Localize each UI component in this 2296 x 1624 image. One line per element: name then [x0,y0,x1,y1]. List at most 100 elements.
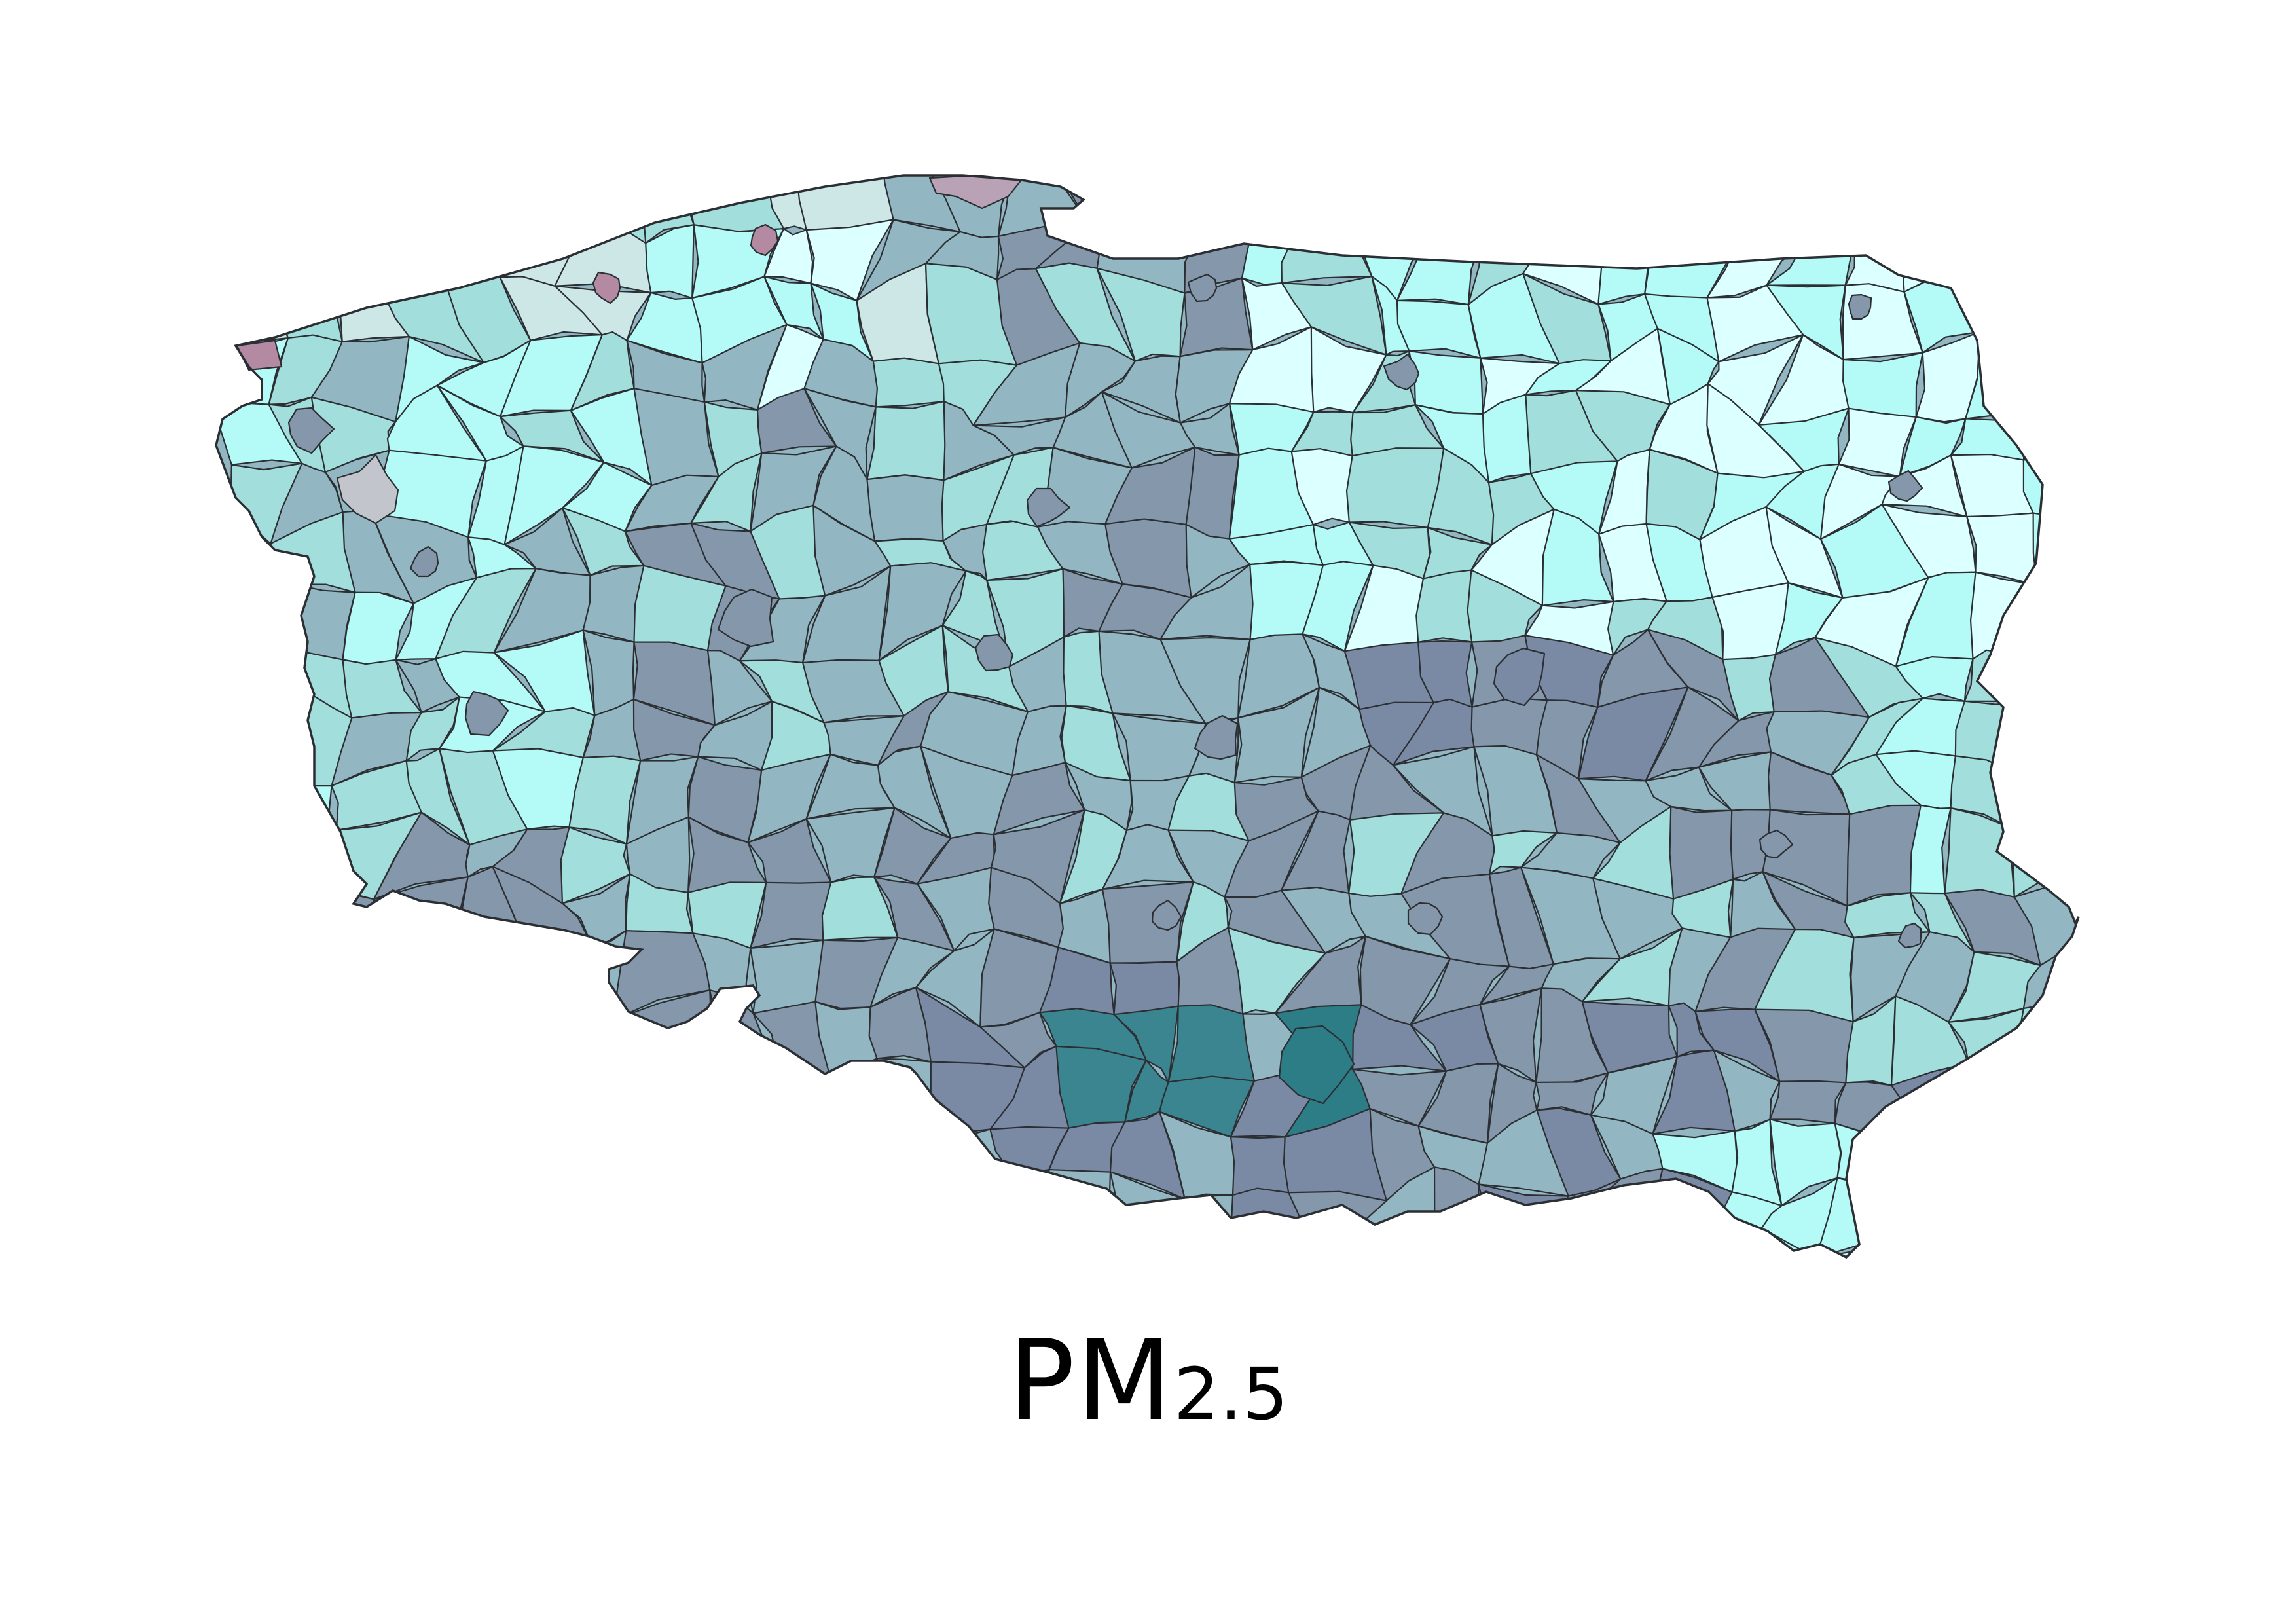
county-region [1396,299,1482,359]
county-region [806,1124,890,1208]
county-region [2074,644,2079,696]
county-region [1230,1136,1292,1198]
county-region [1536,1228,1630,1257]
county-region [216,175,299,224]
city-region [1887,470,1923,502]
county-region [382,224,449,293]
county-region [337,175,411,240]
county-region [2077,689,2079,771]
county-region [1906,1170,1980,1257]
county-region [2027,221,2079,285]
county-region [1700,1227,1782,1257]
city-region [464,690,509,737]
county-region [1830,175,1904,240]
county-region [678,175,785,232]
county-region [274,175,348,240]
county-region [216,1048,284,1148]
county-region [2013,752,2079,838]
county-region [875,1124,968,1208]
map-title: PM2.5 [0,1316,2296,1446]
county-region [1535,175,1610,238]
county-region [1109,961,1181,1016]
county-region [445,175,526,227]
county-region [1635,1249,1752,1257]
county-region [876,1058,934,1139]
county-region [2085,826,2167,900]
county-region [1996,1189,2079,1257]
county-region [1972,1170,2018,1257]
county-region [336,1109,414,1202]
title-main: PM [1008,1316,1174,1446]
county-region [684,1118,781,1190]
county-region [391,1054,469,1144]
county-region [1952,175,2039,233]
county-region [447,1175,547,1257]
county-region [216,1010,291,1071]
county-region [1597,214,1650,305]
county-region [1290,175,1366,244]
county-region [1351,175,1429,238]
county-region [2077,935,2079,1019]
county-region [1339,1249,1432,1257]
county-region [2062,1109,2079,1206]
city-region [1407,902,1444,936]
county-region [1051,1227,1143,1257]
county-region [769,1064,838,1147]
county-region [216,816,278,898]
county-region [498,942,594,1028]
county-region [324,1227,407,1257]
county-region [1429,1243,1504,1257]
county-region [282,993,364,1062]
county-region [797,1188,878,1257]
county-region [569,1063,640,1117]
county-region [769,1118,833,1191]
county-region [518,175,594,225]
county-region [2035,332,2079,412]
county-region [866,400,950,481]
county-region [216,211,299,277]
county-region [430,1017,522,1080]
county-region [1769,1080,1847,1124]
county-region [1649,175,1740,239]
county-region [619,1067,721,1134]
county-region [272,271,343,342]
county-region [764,1181,808,1257]
city-region [409,545,439,578]
county-region [274,1178,363,1238]
county-region [216,937,304,1022]
county-region [1167,1004,1256,1083]
county-region [2061,1221,2079,1257]
county-region [221,1226,276,1257]
city-region [287,407,335,454]
county-region [619,1115,725,1190]
county-region [500,1175,577,1246]
county-region [375,176,460,233]
county-region [219,1178,303,1242]
county-region [1110,1227,1190,1257]
county-region [288,932,338,1021]
local-features [236,174,1923,1105]
county-region [223,633,305,691]
county-region [455,1244,534,1257]
county-region [1951,1062,2012,1131]
city-region [1897,922,1922,949]
county-region [2084,327,2149,398]
county-region [567,1179,650,1240]
city-region [1194,714,1239,760]
county-region [1944,807,2015,899]
county-region [2001,644,2079,704]
county-region [684,1064,780,1134]
county-region [1479,175,1542,240]
county-region [1909,1235,1981,1257]
county-region [441,1109,547,1183]
city-region [1848,293,1872,320]
county-region [1281,212,1373,284]
county-region [1415,569,1473,643]
county-region [251,877,338,939]
county-region [498,1012,595,1080]
county-region [278,1109,363,1202]
county-region [385,1012,469,1087]
county-region [2073,1002,2079,1063]
city-region [1383,353,1420,391]
